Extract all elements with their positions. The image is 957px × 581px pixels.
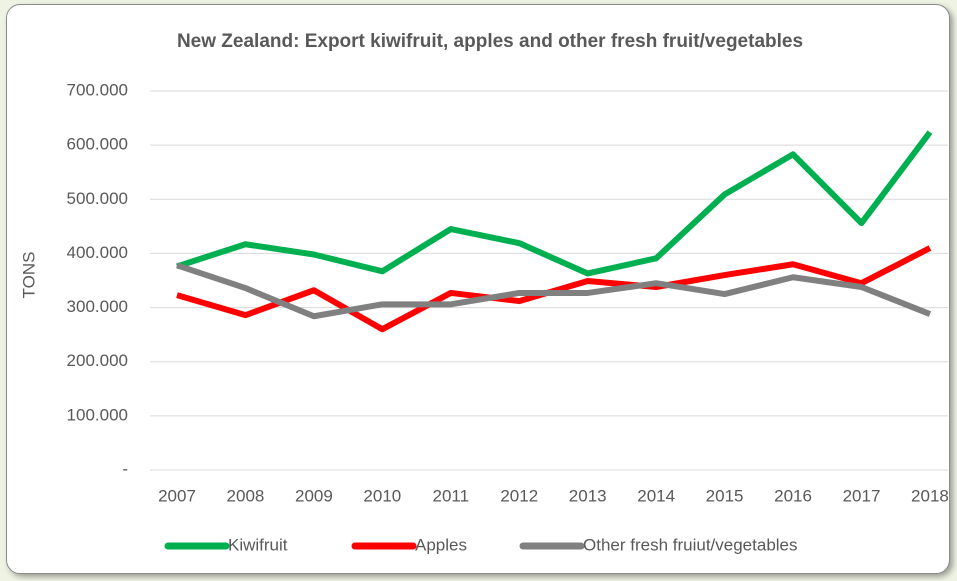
y-tick-label: -: [122, 459, 128, 478]
series-line: [176, 262, 932, 320]
y-tick-label: 700.000: [67, 80, 128, 99]
y-tick-label: 300.000: [67, 297, 128, 316]
chart-title: New Zealand: Export kiwifruit, apples an…: [176, 31, 804, 52]
legend-label: Kiwifruit: [228, 535, 288, 554]
y-axis-label: TONS: [19, 252, 38, 299]
series-line: [176, 130, 933, 277]
x-tick-label: 2011: [433, 486, 470, 505]
chart-panel: [6, 4, 950, 574]
x-tick-label: 2010: [363, 486, 401, 505]
x-tick-label: 2013: [569, 486, 607, 505]
x-tick-label: 2017: [843, 486, 881, 505]
y-tick-label: 100.000: [67, 405, 128, 424]
x-tick-label: 2016: [774, 486, 812, 505]
x-tick-label: 2012: [500, 486, 538, 505]
legend-label: Other fresh fruiut/vegetables: [583, 535, 798, 554]
y-tick-label: 600.000: [67, 135, 128, 154]
x-tick-label: 2018: [911, 486, 949, 505]
x-tick-label: 2009: [295, 486, 333, 505]
x-tick-label: 2007: [158, 486, 196, 505]
y-tick-label: 200.000: [67, 351, 128, 370]
y-tick-label: 500.000: [67, 189, 128, 208]
legend-label: Apples: [415, 535, 467, 554]
x-tick-label: 2014: [637, 486, 675, 505]
x-tick-label: 2008: [227, 486, 265, 505]
y-tick-label: 400.000: [67, 243, 128, 262]
x-tick-label: 2015: [706, 486, 744, 505]
